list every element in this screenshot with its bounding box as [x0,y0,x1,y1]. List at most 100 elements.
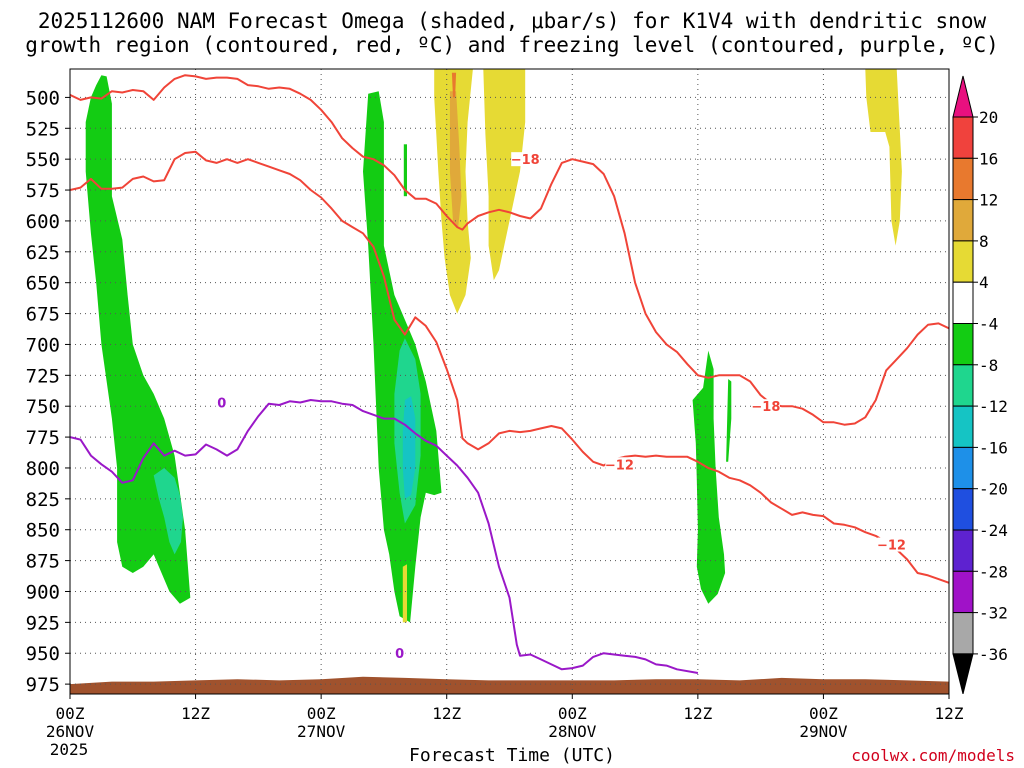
y-tick-label-650: 650 [26,273,60,295]
contour-label-bg-minus-12-isotherm-1 [877,537,906,552]
colorbar-label-3: 8 [979,232,989,251]
y-tick-label-525: 525 [26,118,60,140]
colorbar-bin--20-to--16 [952,446,974,490]
colorbar-bottom-arrow [952,653,974,695]
colorbar-label-2: 12 [979,191,998,210]
y-tick-label-775: 775 [26,427,60,449]
x-axis-label: Forecast Time (UTC) [409,745,615,766]
y-tick-label-850: 850 [26,520,60,542]
contour-label-bg-minus-18-isotherm-0 [511,152,540,167]
colorbar-label-6: -8 [979,356,998,375]
y-tick-label-575: 575 [26,180,60,202]
colorbar-label-9: -20 [979,480,1008,499]
colorbar-bin--16-to--12 [952,405,974,448]
y-tick-label-600: 600 [26,211,60,233]
y-tick-label-900: 900 [26,581,60,603]
x-tick-date-0h: 26NOV [46,722,95,741]
colorbar-label-7: -12 [979,397,1008,416]
y-tick-label-800: 800 [26,458,60,480]
y-tick-label-725: 725 [26,365,60,387]
omega-region-ascent-band-28nov [692,350,726,604]
y-tick-label-675: 675 [26,304,60,326]
contour-layer: −12 −12 −18 −18 0 0 [70,74,949,674]
omega-region-ascent-core-26nov [153,468,183,555]
x-tick-date-72h: 29NOV [799,722,848,741]
colorbar-label-13: -36 [979,645,1008,664]
x-tick-time-72h: 00Z [809,704,838,723]
omega-region-ascent-deep-27nov [402,396,416,499]
contour-label-minus-12-isotherm-1: −12 [877,539,906,554]
colorbar-bin--8-to--4 [952,323,974,366]
source-credit: coolwx.com/models [851,746,1015,765]
contour-label-freezing-level-0: 0 [217,396,226,411]
colorbar-bin--12-to--8 [952,364,974,407]
grid-layer [70,69,949,694]
contour-label-freezing-level-1: 0 [395,647,404,662]
colorbar-label-4: 4 [979,273,989,292]
omega-colorbar: 20 16 12 8 4 -4 -8 -12 -16 -20 -24 -28 -32 -36 [952,75,1008,695]
contour-freezing-level [70,399,699,674]
colorbar-bin-8-to-12 [952,199,974,242]
colorbar-bin--24-to--20 [952,488,974,531]
contour-label-bg-minus-12-isotherm-0 [605,457,634,472]
omega-region-descent-plume-b-27nov [483,69,526,281]
colorbar-label-12: -32 [979,604,1008,623]
y-tick-label-925: 925 [26,612,60,634]
omega-region-descent-sliver-27nov [402,564,407,623]
x-tick-time-84h: 12Z [935,704,964,723]
x-tick-time-48h: 00Z [558,704,587,723]
contour-label-bg-freezing-level-1 [393,646,406,661]
x-tick-date-48h: 28NOV [548,722,597,741]
y-tick-label-750: 750 [26,396,60,418]
omega-region-descent-plume-28nov [865,69,902,246]
y-tick-label-700: 700 [26,334,60,356]
contour-label-minus-18-isotherm-0: −18 [511,153,540,168]
colorbar-bin--32-to--28 [952,570,974,614]
colorbar-bin--4-to-4 [952,281,974,325]
y-tick-label-975: 975 [26,674,60,696]
x-tick-time-36h: 12Z [432,704,461,723]
colorbar-bin--28-to--24 [952,529,974,572]
colorbar-label-1: 16 [979,149,998,168]
contour-label-minus-12-isotherm-0: −12 [605,458,634,473]
x-tick-time-0h: 00Z [56,704,85,723]
x-tick-date-24h: 27NOV [297,722,346,741]
omega-shading-layer [85,69,902,623]
contour-label-bg-minus-18-isotherm-1 [751,399,780,414]
colorbar-bin-16-to-20 [952,116,974,159]
terrain-fill [70,676,949,694]
x-tick-year-0h: 2025 [50,740,89,759]
x-tick-time-12h: 12Z [181,704,210,723]
y-tick-label-625: 625 [26,242,60,264]
y-tick-label-550: 550 [26,149,60,171]
omega-region-ascent-sliver-28nov [726,379,732,462]
y-tick-label-875: 875 [26,551,60,573]
chart-title-line-1: 2025112600 NAM Forecast Omega (shaded, μ… [37,9,987,33]
omega-region-ascent-sliver-27nov [403,144,407,197]
chart-title-line-2: growth region (contoured, red, ºC) and f… [25,33,999,57]
x-tick-time-60h: 12Z [683,704,712,723]
contour-label-bg-freezing-level-0 [215,395,228,410]
colorbar-bin-12-to-16 [952,157,974,201]
terrain-layer [70,676,949,694]
y-tick-label-825: 825 [26,489,60,511]
colorbar-label-5: -4 [979,315,998,334]
colorbar-label-8: -16 [979,438,1008,457]
plot-frame [69,68,950,695]
colorbar-label-0: 20 [979,108,998,127]
y-tick-label-500: 500 [26,87,60,109]
colorbar-top-arrow [952,75,974,118]
omega-region-descent-peak-27nov [451,72,457,98]
contour-minus-12-isotherm [70,150,949,584]
colorbar-label-11: -28 [979,562,1008,581]
x-tick-time-24h: 00Z [307,704,336,723]
colorbar-label-10: -24 [979,521,1008,540]
contour-minus-18-isotherm [70,74,949,426]
pressure-axis: 500 525 550 575 600 625 650 675 700 725 750 775 800 8… [26,87,70,696]
colorbar-bin-4-to-8 [952,240,974,283]
y-tick-label-950: 950 [26,643,60,665]
contour-label-minus-18-isotherm-1: −18 [751,400,780,415]
colorbar-bin--36-to--32 [952,612,974,655]
